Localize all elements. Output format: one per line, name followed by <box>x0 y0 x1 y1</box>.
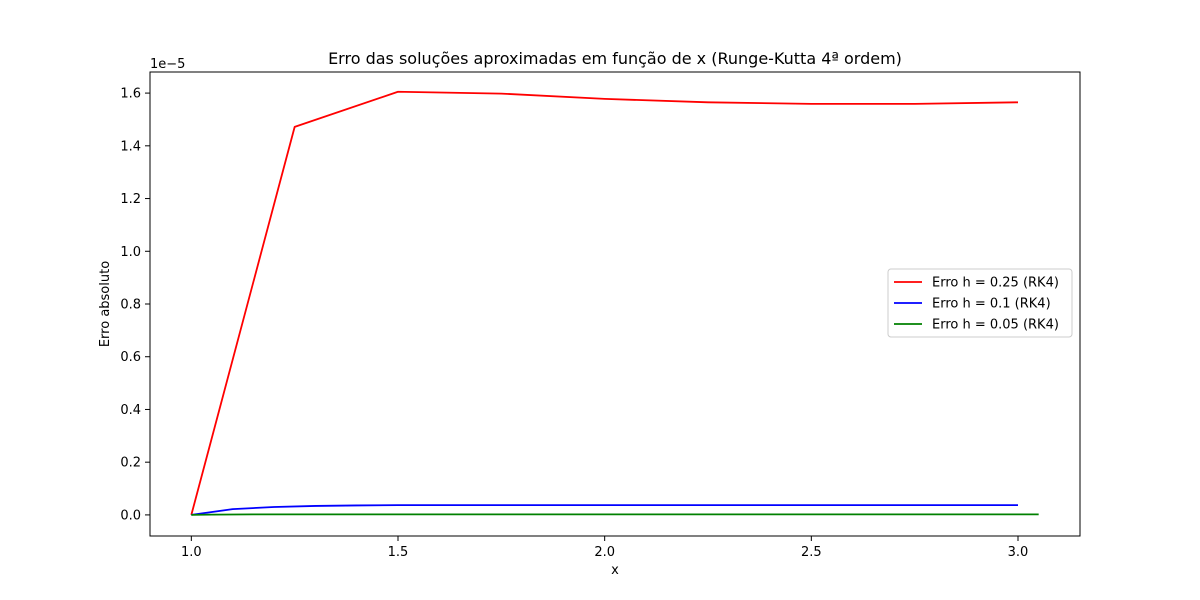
y-tick-label: 1.0 <box>120 245 141 260</box>
legend-entry-label: Erro h = 0.05 (RK4) <box>932 318 1059 333</box>
y-tick-label: 0.6 <box>120 350 141 365</box>
series-line-1 <box>190 90 1019 516</box>
y-tick-label: 0.4 <box>120 403 141 418</box>
x-tick-label: 2.0 <box>594 545 615 560</box>
x-tick-label: 1.5 <box>388 545 409 560</box>
series-line-3 <box>191 513 1039 516</box>
legend: Erro h = 0.25 (RK4) Erro h = 0.1 (RK4) Err… <box>887 268 1073 338</box>
y-tick-label: 1.2 <box>120 192 141 207</box>
y-tick-label: 0.0 <box>120 508 141 523</box>
x-tick-label: 2.5 <box>801 545 822 560</box>
x-axis-ticks: 1.0 1.5 2.0 2.5 3.0 <box>181 536 1028 560</box>
series-line-2 <box>191 504 1018 516</box>
chart-title: Erro das soluções aproximadas em função … <box>328 49 902 68</box>
y-axis-label: Erro absoluto <box>98 261 113 347</box>
x-tick-label: 1.0 <box>181 545 202 560</box>
x-tick-label: 3.0 <box>1008 545 1029 560</box>
x-axis-label: x <box>611 563 619 578</box>
legend-entry-label: Erro h = 0.25 (RK4) <box>932 276 1059 291</box>
legend-box <box>887 268 1073 338</box>
y-tick-label: 0.8 <box>120 298 141 313</box>
series-layer <box>190 90 1039 516</box>
y-axis-offset-label: 1e−5 <box>150 57 185 72</box>
y-axis-ticks: 0.0 0.2 0.4 0.6 0.8 1.0 1.2 1.4 1.6 <box>120 87 150 523</box>
y-tick-label: 1.6 <box>120 87 141 102</box>
y-tick-label: 1.4 <box>120 139 141 154</box>
y-tick-label: 0.2 <box>120 456 141 471</box>
legend-entry-label: Erro h = 0.1 (RK4) <box>932 297 1051 312</box>
